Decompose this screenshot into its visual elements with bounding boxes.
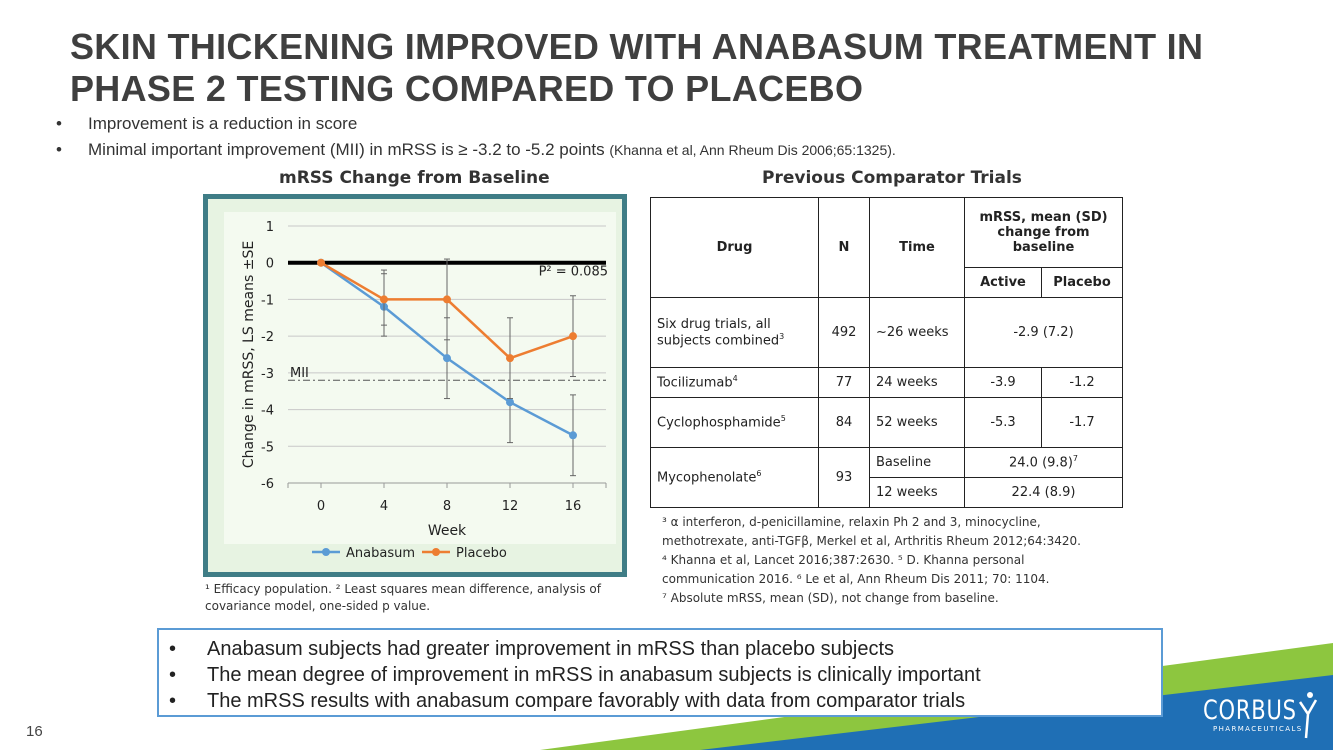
intro-bullets: • Improvement is a reduction in score • Mi… (56, 113, 896, 165)
y-tick-label: -2 (261, 330, 274, 345)
legend-marker-anabasum (322, 548, 330, 556)
header-active: Active (964, 267, 1042, 298)
footnote-line: communication 2016. ⁶ Le et al, Ann Rheu… (662, 572, 1050, 586)
cell-active: -5.3 (964, 397, 1042, 448)
cell-time: 24 weeks (869, 367, 965, 398)
cell-time: 52 weeks (869, 397, 965, 448)
plot-background (224, 212, 616, 544)
logo-figure-icon (1298, 692, 1318, 739)
summary-box: • Anabasum subjects had greater improveme… (157, 628, 1163, 717)
x-tick-label: 8 (443, 499, 451, 514)
y-tick-label: -4 (261, 404, 274, 419)
footnote-line: ⁷ Absolute mRSS, mean (SD), not change f… (662, 591, 999, 605)
legend-label-anabasum: Anabasum (346, 546, 415, 561)
header-time: Time (869, 197, 965, 298)
data-point-placebo (506, 354, 514, 363)
cell-placebo: -1.7 (1041, 397, 1123, 448)
cell-n: 492 (818, 297, 870, 368)
chart-frame: 1 0 -1 -2 -3 -4 -5 -6 0 4 8 12 16 Week Change in mRSS,… (203, 194, 627, 577)
p-value-label: P² = 0.085 (539, 265, 608, 280)
y-tick-label: -3 (261, 367, 274, 382)
line-chart: 1 0 -1 -2 -3 -4 -5 -6 0 4 8 12 16 Week Change in mRSS,… (224, 212, 616, 561)
y-tick-label: -6 (261, 477, 274, 492)
data-point-placebo (443, 295, 451, 304)
cell-time: Baseline (869, 447, 965, 478)
table-row: 12 weeks 22.4 (8.9) (651, 477, 1123, 508)
chart-footnote: ¹ Efficacy population. ² Least squares m… (205, 582, 601, 613)
cell-drug: Six drug trials, all subjects combined3 (650, 297, 819, 368)
page-title: SKIN THICKENING IMPROVED WITH ANABASUM T… (70, 26, 1204, 109)
cell-n: 77 (818, 367, 870, 398)
comparator-table: Drug N Time mRSS, mean (SD) change from … (650, 197, 1123, 508)
data-point-placebo (380, 295, 388, 304)
x-tick-label: 0 (317, 499, 325, 514)
bullet-item: • Minimal important improvement (MII) in … (56, 140, 896, 159)
cell-time: ~26 weeks (869, 297, 965, 368)
y-tick-label: -1 (261, 293, 274, 308)
legend-label-placebo: Placebo (456, 546, 507, 561)
header-drug: Drug (650, 197, 819, 298)
footnote-line: ⁴ Khanna et al, Lancet 2016;387:2630. ⁵ … (662, 553, 1025, 567)
data-point-anabasum (506, 398, 514, 407)
table-row: Cyclophosphamide5 84 52 weeks -5.3 -1.7 (650, 397, 1123, 448)
summary-item: • Anabasum subjects had greater improveme… (169, 638, 895, 660)
cell-time: 12 weeks (869, 477, 965, 508)
data-point-anabasum (569, 431, 577, 440)
cell-drug: Tocilizumab4 (650, 367, 819, 398)
cell-drug: Cyclophosphamide5 (650, 397, 819, 448)
mii-label: MII (290, 366, 309, 381)
table-row: Six drug trials, all subjects combined3 … (650, 297, 1123, 368)
y-tick-label: 1 (266, 220, 274, 235)
data-point-anabasum (443, 354, 451, 363)
x-tick-label: 12 (502, 499, 519, 514)
header-n: N (818, 197, 870, 298)
y-tick-label: -5 (261, 440, 274, 455)
legend-marker-placebo (432, 548, 440, 556)
summary-item: • The mean degree of improvement in mRSS … (169, 664, 981, 686)
cell-active: -3.9 (964, 367, 1042, 398)
x-tick-label: 4 (380, 499, 388, 514)
header-mrss: mRSS, mean (SD) change from baseline (964, 197, 1123, 268)
table-footnotes: ³ α interferon, d-penicillamine, relaxin… (662, 513, 1122, 608)
y-tick-label: 0 (266, 257, 274, 272)
cell-placebo: -1.2 (1041, 367, 1123, 398)
table-section-title: Previous Comparator Trials (762, 168, 1022, 188)
data-point-placebo (317, 258, 325, 267)
cell-value: 22.4 (8.9) (964, 477, 1123, 508)
cell-drug: Mycophenolate6 (650, 447, 819, 508)
chart-section-title: mRSS Change from Baseline (279, 168, 550, 188)
cell-n: 84 (818, 397, 870, 448)
table-row: Tocilizumab4 77 24 weeks -3.9 -1.2 (650, 367, 1123, 398)
cell-value: 24.0 (9.8)7 (964, 447, 1123, 478)
x-axis-title: Week (428, 523, 467, 539)
data-point-placebo (569, 332, 577, 341)
x-tick-label: 16 (565, 499, 582, 514)
bullet-item: • Improvement is a reduction in score (56, 114, 358, 133)
header-placebo: Placebo (1041, 267, 1123, 298)
footnote-line: ³ α interferon, d-penicillamine, relaxin… (662, 515, 1041, 529)
page-number: 16 (26, 723, 43, 740)
y-axis-title: Change in mRSS, LS means ±SE (241, 241, 257, 468)
table-row: Mycophenolate6 93 Baseline 24.0 (9.8)7 (650, 447, 1123, 508)
summary-item: • The mRSS results with anabasum compare … (169, 690, 966, 712)
cell-combined: -2.9 (7.2) (964, 297, 1123, 368)
footnote-line: methotrexate, anti-TGFβ, Merkel et al, A… (662, 534, 1081, 548)
cell-n: 93 (818, 447, 870, 508)
